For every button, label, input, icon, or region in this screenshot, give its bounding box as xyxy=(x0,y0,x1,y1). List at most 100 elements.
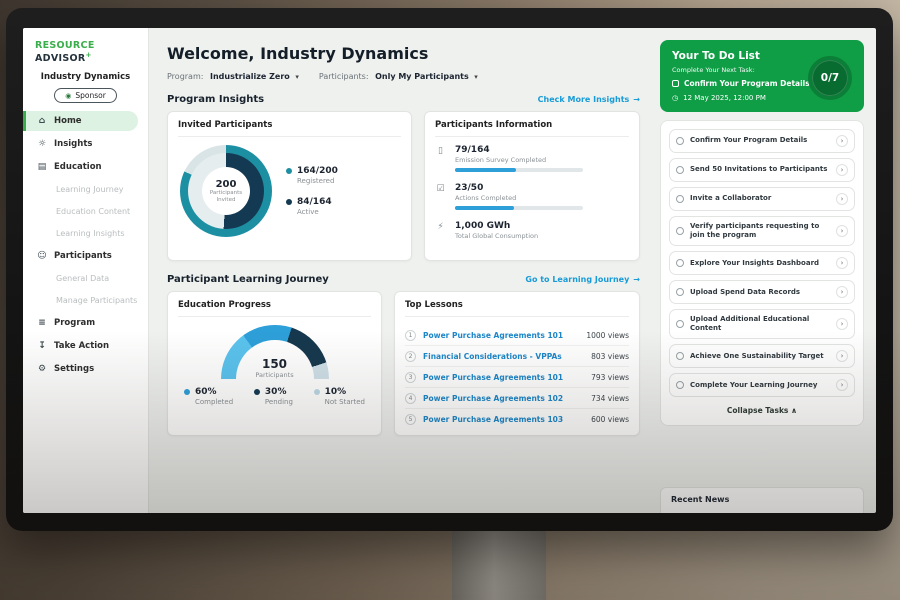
consumption-row: ⚡ 1,000 GWh Total Global Consumption xyxy=(435,221,629,240)
todo-next-task[interactable]: Confirm Your Program Details xyxy=(672,79,822,88)
sidebar-item-program[interactable]: ≡ Program xyxy=(23,313,148,333)
gauge-arc xyxy=(220,325,329,379)
legend-label: Not Started xyxy=(324,398,365,406)
task-label: Invite a Collaborator xyxy=(690,194,772,203)
legend-value: 60% xyxy=(195,387,217,397)
brand-secondary: ADVISOR xyxy=(35,53,86,65)
task-invite-collaborator[interactable]: Invite a Collaborator › xyxy=(669,187,855,211)
checkbox-circle-icon[interactable] xyxy=(676,195,684,203)
checkbox-circle-icon[interactable] xyxy=(676,137,684,145)
lesson-row: 1 Power Purchase Agreements 101 1000 vie… xyxy=(405,325,629,346)
sidebar-item-label: Take Action xyxy=(54,341,110,352)
task-achieve-sustainability-target[interactable]: Achieve One Sustainability Target › xyxy=(669,344,855,369)
sidebar-item-education[interactable]: ▤ Education xyxy=(23,157,148,177)
rank-badge: 2 xyxy=(405,350,416,362)
active-dot xyxy=(286,199,292,205)
sidebar-item-label: Learning Journey xyxy=(56,185,124,195)
sponsor-badge[interactable]: ◉ Sponsor xyxy=(54,88,117,104)
sidebar-item-general-data[interactable]: General Data xyxy=(23,269,148,288)
checkbox-circle-icon[interactable] xyxy=(676,320,684,329)
home-icon: ⌂ xyxy=(38,116,46,127)
row-label: Emission Survey Completed xyxy=(455,156,547,164)
checkbox-circle-icon[interactable] xyxy=(676,259,684,268)
arrow-right-icon: → xyxy=(633,275,640,284)
sidebar-item-insights[interactable]: ☼ Insights xyxy=(23,134,148,154)
sidebar-item-learning-journey[interactable]: Learning Journey xyxy=(23,180,148,199)
chevron-right-icon[interactable]: › xyxy=(836,225,848,238)
chevron-right-icon[interactable]: › xyxy=(836,135,848,147)
chevron-right-icon[interactable]: › xyxy=(836,286,848,299)
task-upload-educational-content[interactable]: Upload Additional Educational Content › xyxy=(669,309,855,340)
sidebar-item-education-content[interactable]: Education Content xyxy=(23,202,148,221)
chevron-right-icon[interactable]: › xyxy=(836,379,848,392)
dashboard-screen: RESOURCE ADVISOR+ Industry Dynamics ◉ Sp… xyxy=(23,28,876,513)
chevron-right-icon[interactable]: › xyxy=(836,350,848,363)
task-send-invitations[interactable]: Send 50 Invitations to Participants › xyxy=(669,158,855,182)
checkbox-icon[interactable] xyxy=(672,80,679,87)
task-verify-participants[interactable]: Verify participants requesting to join t… xyxy=(669,216,855,247)
check-more-insights-link[interactable]: Check More Insights → xyxy=(538,95,640,104)
lesson-link[interactable]: Power Purchase Agreements 101 xyxy=(423,330,564,340)
row-value: 79/164 xyxy=(455,145,490,155)
sidebar-item-learning-insights[interactable]: Learning Insights xyxy=(23,224,148,243)
donut-center-label: Participants Invited xyxy=(209,189,243,203)
todo-progress-ring: 0/7 xyxy=(808,56,852,100)
arrow-right-icon: → xyxy=(633,95,640,104)
lesson-link[interactable]: Power Purchase Agreements 101 xyxy=(423,372,564,382)
task-upload-spend-data[interactable]: Upload Spend Data Records › xyxy=(669,280,855,305)
sidebar-item-label: Participants xyxy=(54,251,112,262)
sidebar-item-label: Education Content xyxy=(56,207,131,217)
card-title: Participants Information xyxy=(435,120,629,137)
collapse-tasks-link[interactable]: Collapse Tasks ∧ xyxy=(669,402,855,417)
checkbox-circle-icon[interactable] xyxy=(676,288,684,297)
checkbox-circle-icon[interactable] xyxy=(676,227,684,236)
lesson-link[interactable]: Power Purchase Agreements 102 xyxy=(423,393,564,403)
program-filter-label: Program: xyxy=(167,72,204,81)
participants-information-card: Participants Information ▯ 79/164 Emissi… xyxy=(424,111,640,261)
chevron-right-icon[interactable]: › xyxy=(836,193,848,205)
rank-badge: 4 xyxy=(405,392,416,404)
task-complete-learning-journey[interactable]: Complete Your Learning Journey › xyxy=(669,373,855,398)
todo-progress-value: 0/7 xyxy=(820,72,840,84)
sidebar-item-label: Insights xyxy=(54,139,93,150)
task-explore-insights[interactable]: Explore Your Insights Dashboard › xyxy=(669,251,855,276)
checkbox-circle-icon[interactable] xyxy=(676,352,684,361)
donut-legend: 164/200 Registered 84/164 Active xyxy=(286,166,338,216)
chevron-right-icon[interactable]: › xyxy=(836,318,848,331)
recent-news-header[interactable]: Recent News xyxy=(660,487,864,513)
page-title: Welcome, Industry Dynamics xyxy=(167,44,429,63)
go-to-learning-journey-link[interactable]: Go to Learning Journey → xyxy=(525,275,640,284)
emission-survey-progress-bar xyxy=(455,168,583,172)
chevron-right-icon[interactable]: › xyxy=(836,164,848,176)
task-label: Upload Spend Data Records xyxy=(690,287,801,296)
lesson-link[interactable]: Power Purchase Agreements 103 xyxy=(423,414,564,424)
legend-value: 84/164 xyxy=(297,197,332,207)
sidebar-item-home[interactable]: ⌂ Home xyxy=(23,111,138,132)
program-insights-header: Program Insights Check More Insights → xyxy=(167,94,640,105)
sidebar-item-participants[interactable]: ☺ Participants xyxy=(23,246,148,266)
lesson-link[interactable]: Financial Considerations - VPPAs xyxy=(423,351,562,361)
chevron-right-icon[interactable]: › xyxy=(836,257,848,270)
book-icon: ▤ xyxy=(37,162,47,173)
top-lessons-card: Top Lessons 1 Power Purchase Agreements … xyxy=(394,291,640,436)
link-label: Check More Insights xyxy=(537,95,630,104)
checkbox-circle-icon[interactable] xyxy=(676,381,684,390)
checklist-icon: ☑ xyxy=(436,184,445,194)
monitor-frame: RESOURCE ADVISOR+ Industry Dynamics ◉ Sp… xyxy=(6,8,893,531)
education-progress-card: Education Progress 150 Participants xyxy=(167,291,382,436)
task-confirm-program-details[interactable]: Confirm Your Program Details › xyxy=(669,129,855,153)
sidebar-item-label: Program xyxy=(54,318,96,329)
not-started-dot xyxy=(313,389,320,395)
sidebar-item-take-action[interactable]: ↧ Take Action xyxy=(23,336,148,356)
program-filter[interactable]: Program: Industrialize Zero ▾ xyxy=(167,72,299,81)
sidebar-item-manage-participants[interactable]: Manage Participants xyxy=(23,291,148,310)
checkbox-circle-icon[interactable] xyxy=(676,166,684,174)
legend-value: 10% xyxy=(324,387,347,397)
main-content: Welcome, Industry Dynamics Program: Indu… xyxy=(149,28,654,513)
list-icon: ≡ xyxy=(38,318,46,329)
donut-center-value: 200 xyxy=(215,178,237,190)
sidebar-item-settings[interactable]: ⚙ Settings xyxy=(23,359,148,379)
task-label: Send 50 Invitations to Participants xyxy=(690,165,828,174)
legend-label: Pending xyxy=(264,398,293,406)
participants-filter[interactable]: Participants: Only My Participants ▾ xyxy=(319,72,478,81)
